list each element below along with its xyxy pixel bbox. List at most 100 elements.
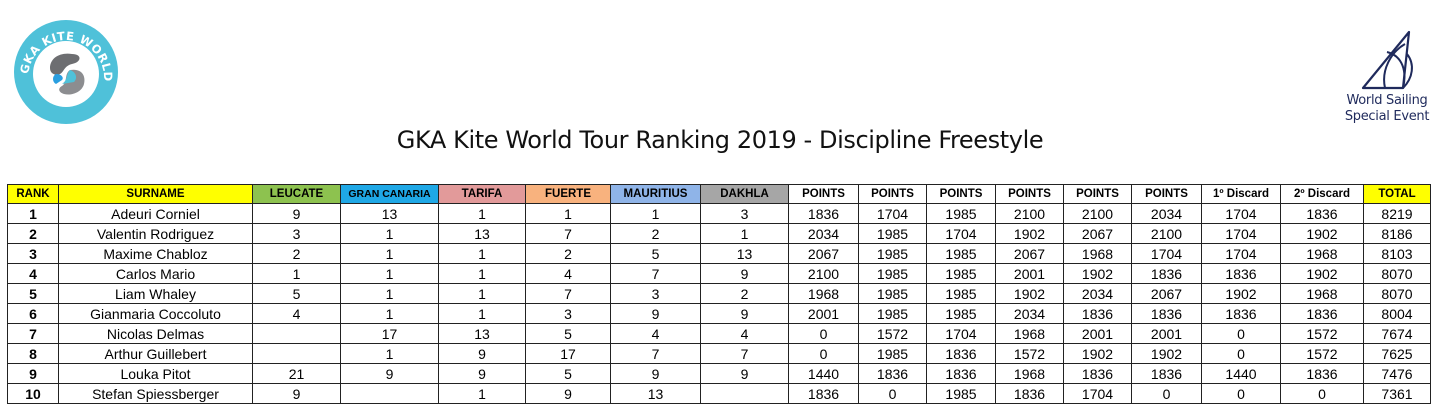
cell-rank: 9 [7, 363, 59, 384]
cell-tarifa: 13 [438, 223, 526, 244]
cell-d2: 1572 [1280, 323, 1364, 344]
cell-p1: 2001 [788, 303, 859, 324]
cell-d1: 1440 [1201, 363, 1281, 384]
cell-leucate: 1 [252, 263, 341, 284]
cell-p3: 1985 [926, 383, 996, 404]
cell-p6: 1836 [1131, 263, 1202, 284]
cell-mauritius: 9 [610, 363, 701, 384]
cell-leucate: 21 [252, 363, 341, 384]
table-row: 5 Liam Whaley 5 1 1 7 3 2 1968 1985 1985 1902 2034 20… [7, 283, 1431, 304]
cell-dakhla: 2 [700, 283, 789, 304]
cell-p4: 1968 [995, 323, 1064, 344]
cell-total: 8103 [1363, 243, 1431, 264]
cell-rank: 4 [7, 263, 59, 284]
cell-mauritius: 3 [610, 283, 701, 304]
cell-d1: 0 [1201, 343, 1281, 364]
sail-icon [1361, 30, 1413, 90]
cell-leucate: 4 [252, 303, 341, 324]
cell-p6: 2034 [1131, 203, 1202, 224]
cell-p5: 1968 [1063, 243, 1132, 264]
cell-surname: Liam Whaley [58, 283, 253, 304]
cell-d2: 1836 [1280, 303, 1364, 324]
cell-total: 7674 [1363, 323, 1431, 344]
cell-leucate: 9 [252, 203, 341, 224]
cell-leucate [252, 343, 341, 364]
cell-surname: Valentin Rodriguez [58, 223, 253, 244]
cell-surname: Maxime Chabloz [58, 243, 253, 264]
cell-p4: 2001 [995, 263, 1064, 284]
gka-logo-icon: GKA KITE WORLD TOUR [7, 7, 118, 124]
cell-total: 7625 [1363, 343, 1431, 364]
column-header-p1: POINTS [788, 184, 859, 204]
cell-p4: 1902 [995, 283, 1064, 304]
cell-d2: 1836 [1280, 203, 1364, 224]
cell-dakhla: 9 [700, 303, 789, 324]
cell-leucate [252, 323, 341, 344]
cell-tarifa: 1 [438, 243, 526, 264]
cell-total: 8004 [1363, 303, 1431, 324]
column-header-dakhla: DAKHLA [700, 184, 789, 204]
cell-surname: Carlos Mario [58, 263, 253, 284]
table-header-row: RANK SURNAME LEUCATE GRAN CANARIA TARIFA FUER… [7, 184, 1431, 204]
cell-total: 7361 [1363, 383, 1431, 404]
table-row: 1 Adeuri Corniel 9 13 1 1 1 3 1836 1704 1985 2100 21… [7, 203, 1431, 224]
table-row: 7 Nicolas Delmas 17 13 5 4 4 0 1572 1704 1968 2001 2… [7, 323, 1431, 344]
cell-p3: 1985 [926, 203, 996, 224]
cell-mauritius: 2 [610, 223, 701, 244]
cell-rank: 6 [7, 303, 59, 324]
cell-tarifa: 13 [438, 323, 526, 344]
cell-fuerte: 17 [525, 343, 611, 364]
cell-mauritius: 5 [610, 243, 701, 264]
cell-p3: 1985 [926, 243, 996, 264]
cell-d2: 1968 [1280, 243, 1364, 264]
cell-dakhla [700, 383, 789, 404]
cell-p6: 1902 [1131, 343, 1202, 364]
cell-total: 8186 [1363, 223, 1431, 244]
cell-d2: 1968 [1280, 283, 1364, 304]
cell-p4: 2034 [995, 303, 1064, 324]
gka-kite-world-tour-logo: GKA KITE WORLD TOUR [7, 7, 120, 126]
cell-p1: 1836 [788, 203, 859, 224]
cell-leucate: 2 [252, 243, 341, 264]
cell-surname: Adeuri Corniel [58, 203, 253, 224]
cell-p2: 1572 [858, 323, 927, 344]
page-title: GKA Kite World Tour Ranking 2019 - Disci… [396, 126, 1044, 154]
cell-p6: 2100 [1131, 223, 1202, 244]
cell-mauritius: 1 [610, 203, 701, 224]
cell-d1: 1704 [1201, 243, 1281, 264]
column-header-p2: POINTS [858, 184, 927, 204]
cell-p6: 1836 [1131, 303, 1202, 324]
cell-p5: 1836 [1063, 363, 1132, 384]
cell-p6: 1836 [1131, 363, 1202, 384]
cell-gran-canaria: 1 [340, 283, 439, 304]
cell-tarifa: 1 [438, 303, 526, 324]
cell-rank: 3 [7, 243, 59, 264]
cell-tarifa: 1 [438, 283, 526, 304]
column-header-gran-canaria: GRAN CANARIA [340, 184, 439, 204]
cell-tarifa: 9 [438, 363, 526, 384]
cell-total: 8070 [1363, 263, 1431, 284]
cell-mauritius: 13 [610, 383, 701, 404]
column-header-p4: POINTS [995, 184, 1064, 204]
column-header-p5: POINTS [1063, 184, 1132, 204]
cell-fuerte: 5 [525, 363, 611, 384]
cell-p3: 1836 [926, 343, 996, 364]
cell-p1: 1968 [788, 283, 859, 304]
world-sailing-special-event-logo: World Sailing Special Event [1334, 30, 1440, 130]
cell-p5: 2034 [1063, 283, 1132, 304]
cell-p5: 2100 [1063, 203, 1132, 224]
table-row: 9 Louka Pitot 21 9 9 5 9 9 1440 1836 1836 1968 1836 1… [7, 363, 1431, 384]
cell-d1: 0 [1201, 323, 1281, 344]
column-header-rank: RANK [7, 184, 59, 204]
table-row: 2 Valentin Rodriguez 3 1 13 7 2 1 2034 1985 1704 19… [7, 223, 1431, 244]
cell-d2: 1836 [1280, 363, 1364, 384]
column-header-d1: 1º Discard [1201, 184, 1281, 204]
cell-dakhla: 13 [700, 243, 789, 264]
cell-surname: Gianmaria Coccoluto [58, 303, 253, 324]
column-header-p3: POINTS [926, 184, 996, 204]
cell-d1: 1704 [1201, 203, 1281, 224]
ranking-table: RANK SURNAME LEUCATE GRAN CANARIA TARIFA FUER… [7, 184, 1431, 404]
cell-p3: 1985 [926, 283, 996, 304]
cell-tarifa: 9 [438, 343, 526, 364]
column-header-leucate: LEUCATE [252, 184, 341, 204]
